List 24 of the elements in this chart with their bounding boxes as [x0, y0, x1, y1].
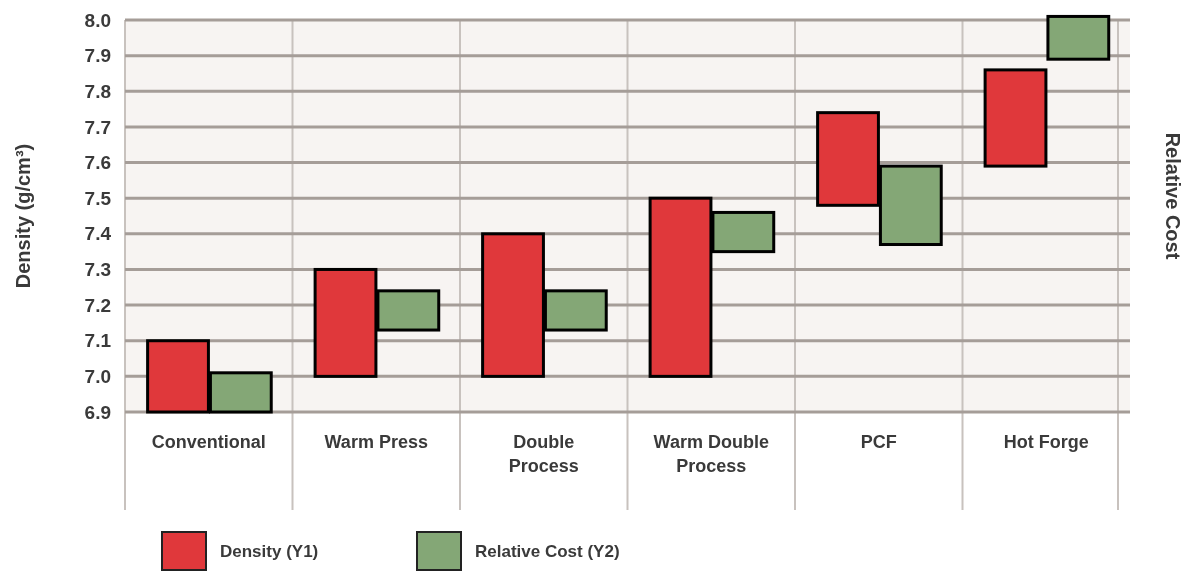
y-tick-label: 7.7 — [84, 116, 111, 138]
y-tick-label: 7.5 — [84, 187, 112, 209]
x-tick-label: Hot Forge — [1003, 432, 1089, 452]
x-tick-label: Warm Double Process — [653, 432, 769, 476]
legend-label: Density (Y1) — [220, 541, 319, 561]
y-tick-label: 7.1 — [84, 330, 112, 352]
y-tick-label: 8.0 — [84, 9, 111, 31]
y-tick-label: 7.8 — [84, 80, 111, 102]
y-tick-label: 7.2 — [84, 294, 111, 316]
y-tick-label: 7.3 — [84, 259, 111, 281]
y-tick-label: 7.6 — [84, 152, 111, 174]
x-tick-label: PCF — [860, 432, 897, 452]
bar — [983, 68, 1048, 168]
y-tick-label: 7.9 — [84, 45, 111, 67]
y-axis-title: Density (g/cm³) — [12, 143, 34, 289]
legend-label: Relative Cost (Y2) — [475, 541, 620, 561]
y-tick-label: 7.0 — [84, 366, 111, 388]
x-tick-label: Warm Press — [324, 432, 428, 452]
y2-axis-title: Relative Cost — [1162, 132, 1184, 260]
y-tick-label: 6.9 — [84, 401, 111, 423]
x-tick-label: Double Process — [508, 432, 579, 476]
bar — [1046, 14, 1111, 61]
y-tick-label: 7.4 — [84, 223, 112, 245]
x-tick-label: Conventional — [151, 432, 266, 452]
